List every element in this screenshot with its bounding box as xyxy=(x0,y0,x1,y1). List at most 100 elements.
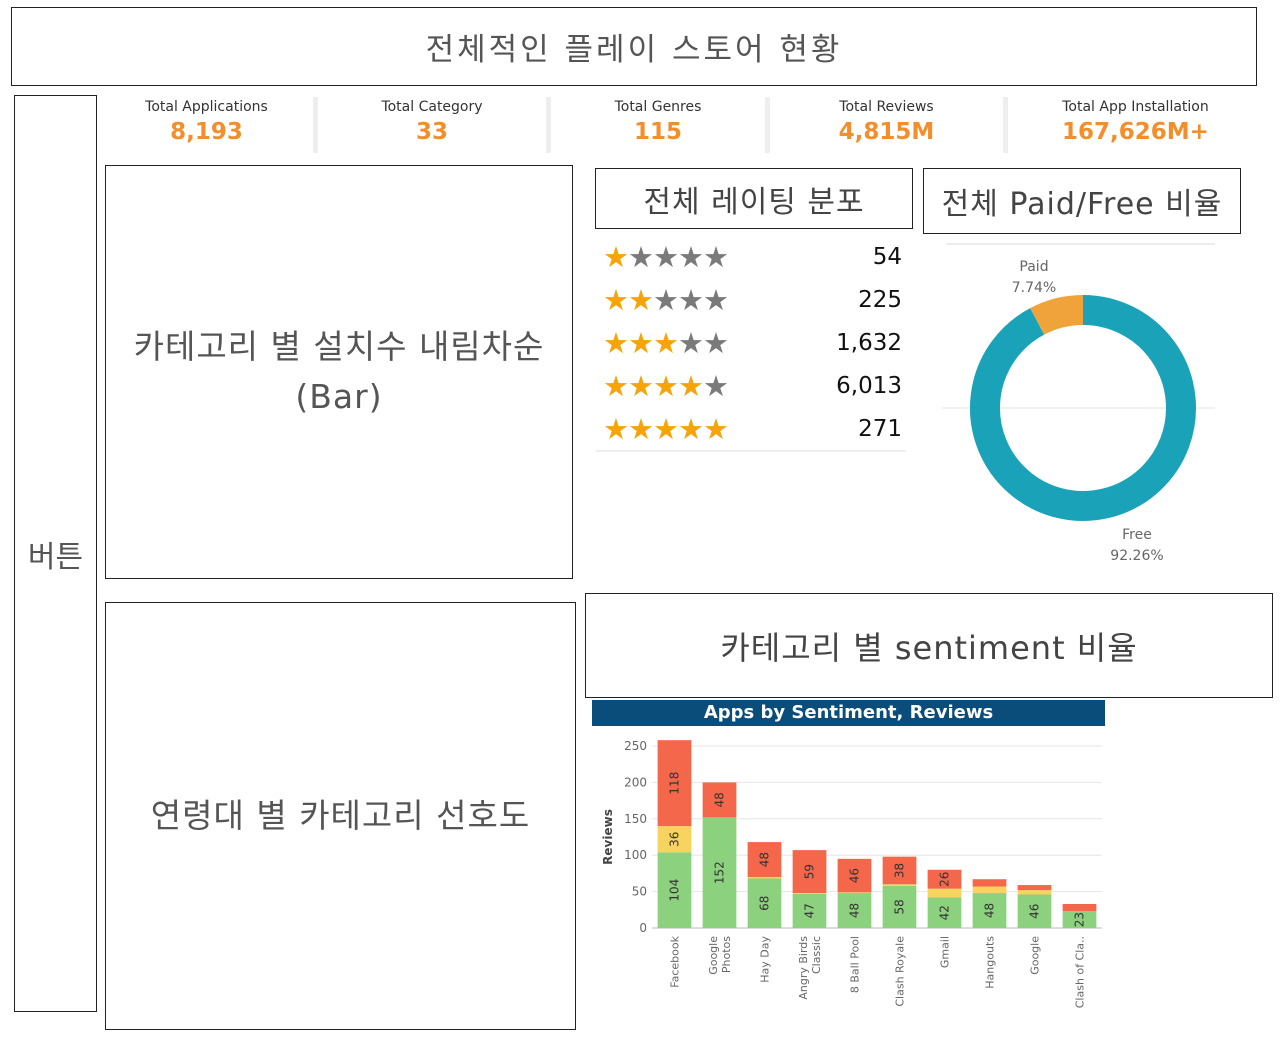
y-axis-label: Reviews xyxy=(601,809,615,865)
bar-segment-positive xyxy=(927,897,962,928)
kpi-value: 167,626M+ xyxy=(1062,119,1209,145)
rating-row-4-star: ★★★★★ 6,013 xyxy=(603,369,908,409)
kpi-value: 8,193 xyxy=(170,119,243,145)
donut-value-free: 92.26% xyxy=(1110,548,1163,564)
star-rating-icon: ★★★★★ xyxy=(603,283,729,317)
kpi-label: Total Applications xyxy=(145,99,268,115)
kpi-total-app-installation: Total App Installation 167,626M+ xyxy=(1008,97,1263,153)
kpi-value: 4,815M xyxy=(838,119,935,145)
rating-count: 271 xyxy=(858,416,902,442)
bar-segment-negative xyxy=(1062,903,1097,912)
x-tick-label: Clash Royale xyxy=(894,936,907,1007)
bar-segment-neutral xyxy=(972,886,1007,894)
button-panel[interactable]: 버튼 xyxy=(14,95,97,1012)
bar-segment-positive xyxy=(747,878,782,928)
chart-title: Apps by Sentiment, Reviews xyxy=(592,700,1105,726)
kpi-total-genres: Total Genres 115 xyxy=(551,97,765,153)
bar-segment-positive xyxy=(657,852,692,928)
bar-segment-negative xyxy=(972,879,1007,887)
bar-data-label: 46 xyxy=(1028,904,1042,919)
rating-count: 225 xyxy=(858,287,902,313)
kpi-label: Total Genres xyxy=(614,99,702,115)
bar-data-label: 48 xyxy=(713,792,727,807)
kpi-total-reviews: Total Reviews 4,815M xyxy=(770,97,1003,153)
age-preference-placeholder: 연령대 별 카테고리 선호도 xyxy=(105,602,576,1030)
rating-row-5-star: ★★★★★ 271 xyxy=(603,412,908,452)
x-tick-label: Photos xyxy=(720,936,733,973)
rating-count: 54 xyxy=(872,244,902,270)
rating-row-2-star: ★★★★★ 225 xyxy=(603,283,908,323)
bar-segment-neutral xyxy=(882,884,917,886)
bar-segment-positive xyxy=(837,893,872,928)
x-tick-label: Clash of Cla.. xyxy=(1074,936,1087,1008)
y-tick-label: 50 xyxy=(632,885,647,899)
x-tick-label: Hay Day xyxy=(759,936,772,983)
kpi-total-category: Total Category 33 xyxy=(318,97,546,153)
placeholder-subtext: (Bar) xyxy=(295,377,383,416)
bar-data-label: 48 xyxy=(983,903,997,918)
bar-data-label: 48 xyxy=(758,852,772,867)
bar-segment-negative xyxy=(1017,885,1052,891)
star-rating-icon: ★★★★★ xyxy=(603,240,729,274)
kpi-divider xyxy=(765,97,770,153)
y-tick-label: 250 xyxy=(624,739,647,753)
donut-value-paid: 7.74% xyxy=(1012,280,1056,296)
bar-segment-neutral xyxy=(1017,890,1052,895)
y-tick-label: 100 xyxy=(624,848,647,862)
bar-data-label: 58 xyxy=(893,899,907,914)
bar-data-label: 46 xyxy=(848,868,862,883)
bar-segment-positive xyxy=(882,885,917,928)
bar-segment-negative xyxy=(747,842,782,878)
bar-segment-negative xyxy=(657,740,692,827)
placeholder-text: 카테고리 별 설치수 내림차순 xyxy=(133,327,545,366)
bar-data-label: 26 xyxy=(938,872,952,887)
x-tick-label: Angry Birds xyxy=(797,936,810,1000)
bar-segment-neutral xyxy=(927,888,962,898)
bar-segment-negative xyxy=(702,782,737,818)
sentiment-section-title: 카테고리 별 sentiment 비율 xyxy=(585,593,1273,698)
kpi-total-applications: Total Applications 8,193 xyxy=(100,97,313,153)
x-tick-label: Facebook xyxy=(669,935,682,987)
bar-segment-negative xyxy=(927,869,962,889)
x-tick-label: Classic xyxy=(810,936,823,974)
donut-label-free: Free xyxy=(1122,527,1152,543)
bar-data-label: 104 xyxy=(668,879,682,902)
rating-count: 6,013 xyxy=(836,373,902,399)
rating-row-3-star: ★★★★★ 1,632 xyxy=(603,326,908,366)
bar-data-label: 68 xyxy=(758,896,772,911)
bar-segment-neutral xyxy=(837,892,872,894)
bar-data-label: 47 xyxy=(803,903,817,918)
star-rating-icon: ★★★★★ xyxy=(603,412,729,446)
star-rating-icon: ★★★★★ xyxy=(603,326,729,360)
rating-title: 전체 레이팅 분포 xyxy=(595,168,913,229)
bar-segment-positive xyxy=(702,817,737,928)
bar-segment-positive xyxy=(1062,911,1097,928)
y-tick-label: 0 xyxy=(639,921,647,935)
bar-data-label: 48 xyxy=(848,903,862,918)
bar-segment-negative xyxy=(792,850,827,894)
bar-segment-positive xyxy=(972,893,1007,928)
paid-free-donut-chart: Paid 7.74% Free 92.26% xyxy=(942,243,1215,564)
bar-data-label: 36 xyxy=(668,832,682,847)
x-tick-label: Gmail xyxy=(939,936,952,968)
star-rating-icon: ★★★★★ xyxy=(603,369,729,403)
rating-divider xyxy=(596,450,906,452)
paid-free-title: 전체 Paid/Free 비율 xyxy=(923,168,1241,234)
x-tick-label: Google xyxy=(707,936,720,975)
rating-count: 1,632 xyxy=(836,330,902,356)
x-tick-label: Google xyxy=(1029,936,1042,975)
placeholder-text: 연령대 별 카테고리 선호도 xyxy=(150,796,531,835)
kpi-divider xyxy=(1003,97,1008,153)
bar-segment-neutral xyxy=(792,893,827,894)
donut-slice-paid xyxy=(1030,295,1084,335)
bar-data-label: 38 xyxy=(893,863,907,878)
donut-label-paid: Paid xyxy=(1019,259,1048,275)
kpi-label: Total App Installation xyxy=(1062,99,1209,115)
bar-segment-neutral xyxy=(657,826,692,853)
bar-data-label: 42 xyxy=(938,905,952,920)
kpi-label: Total Category xyxy=(381,99,483,115)
bar-data-label: 23 xyxy=(1073,912,1087,927)
y-tick-label: 200 xyxy=(624,775,647,789)
category-installs-placeholder: 카테고리 별 설치수 내림차순 (Bar) xyxy=(105,165,573,579)
y-tick-label: 150 xyxy=(624,812,647,826)
